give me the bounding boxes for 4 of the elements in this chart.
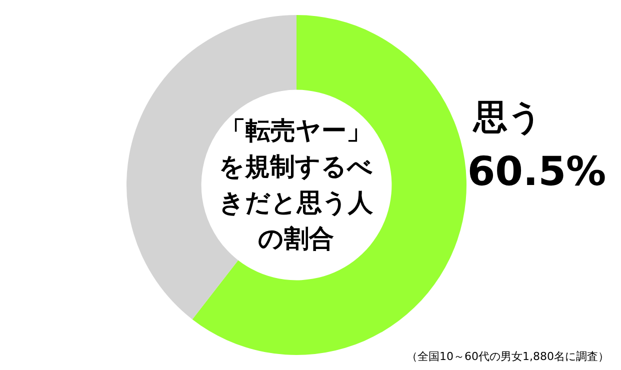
text: 「転売ヤー」を規制するべきだと思う人の割合 [218, 115, 374, 255]
slice-label: 思う [471, 97, 542, 138]
text: （全国10～60代の男女1,880名に調査） [406, 349, 609, 364]
data-label: 60.5% [467, 149, 606, 196]
